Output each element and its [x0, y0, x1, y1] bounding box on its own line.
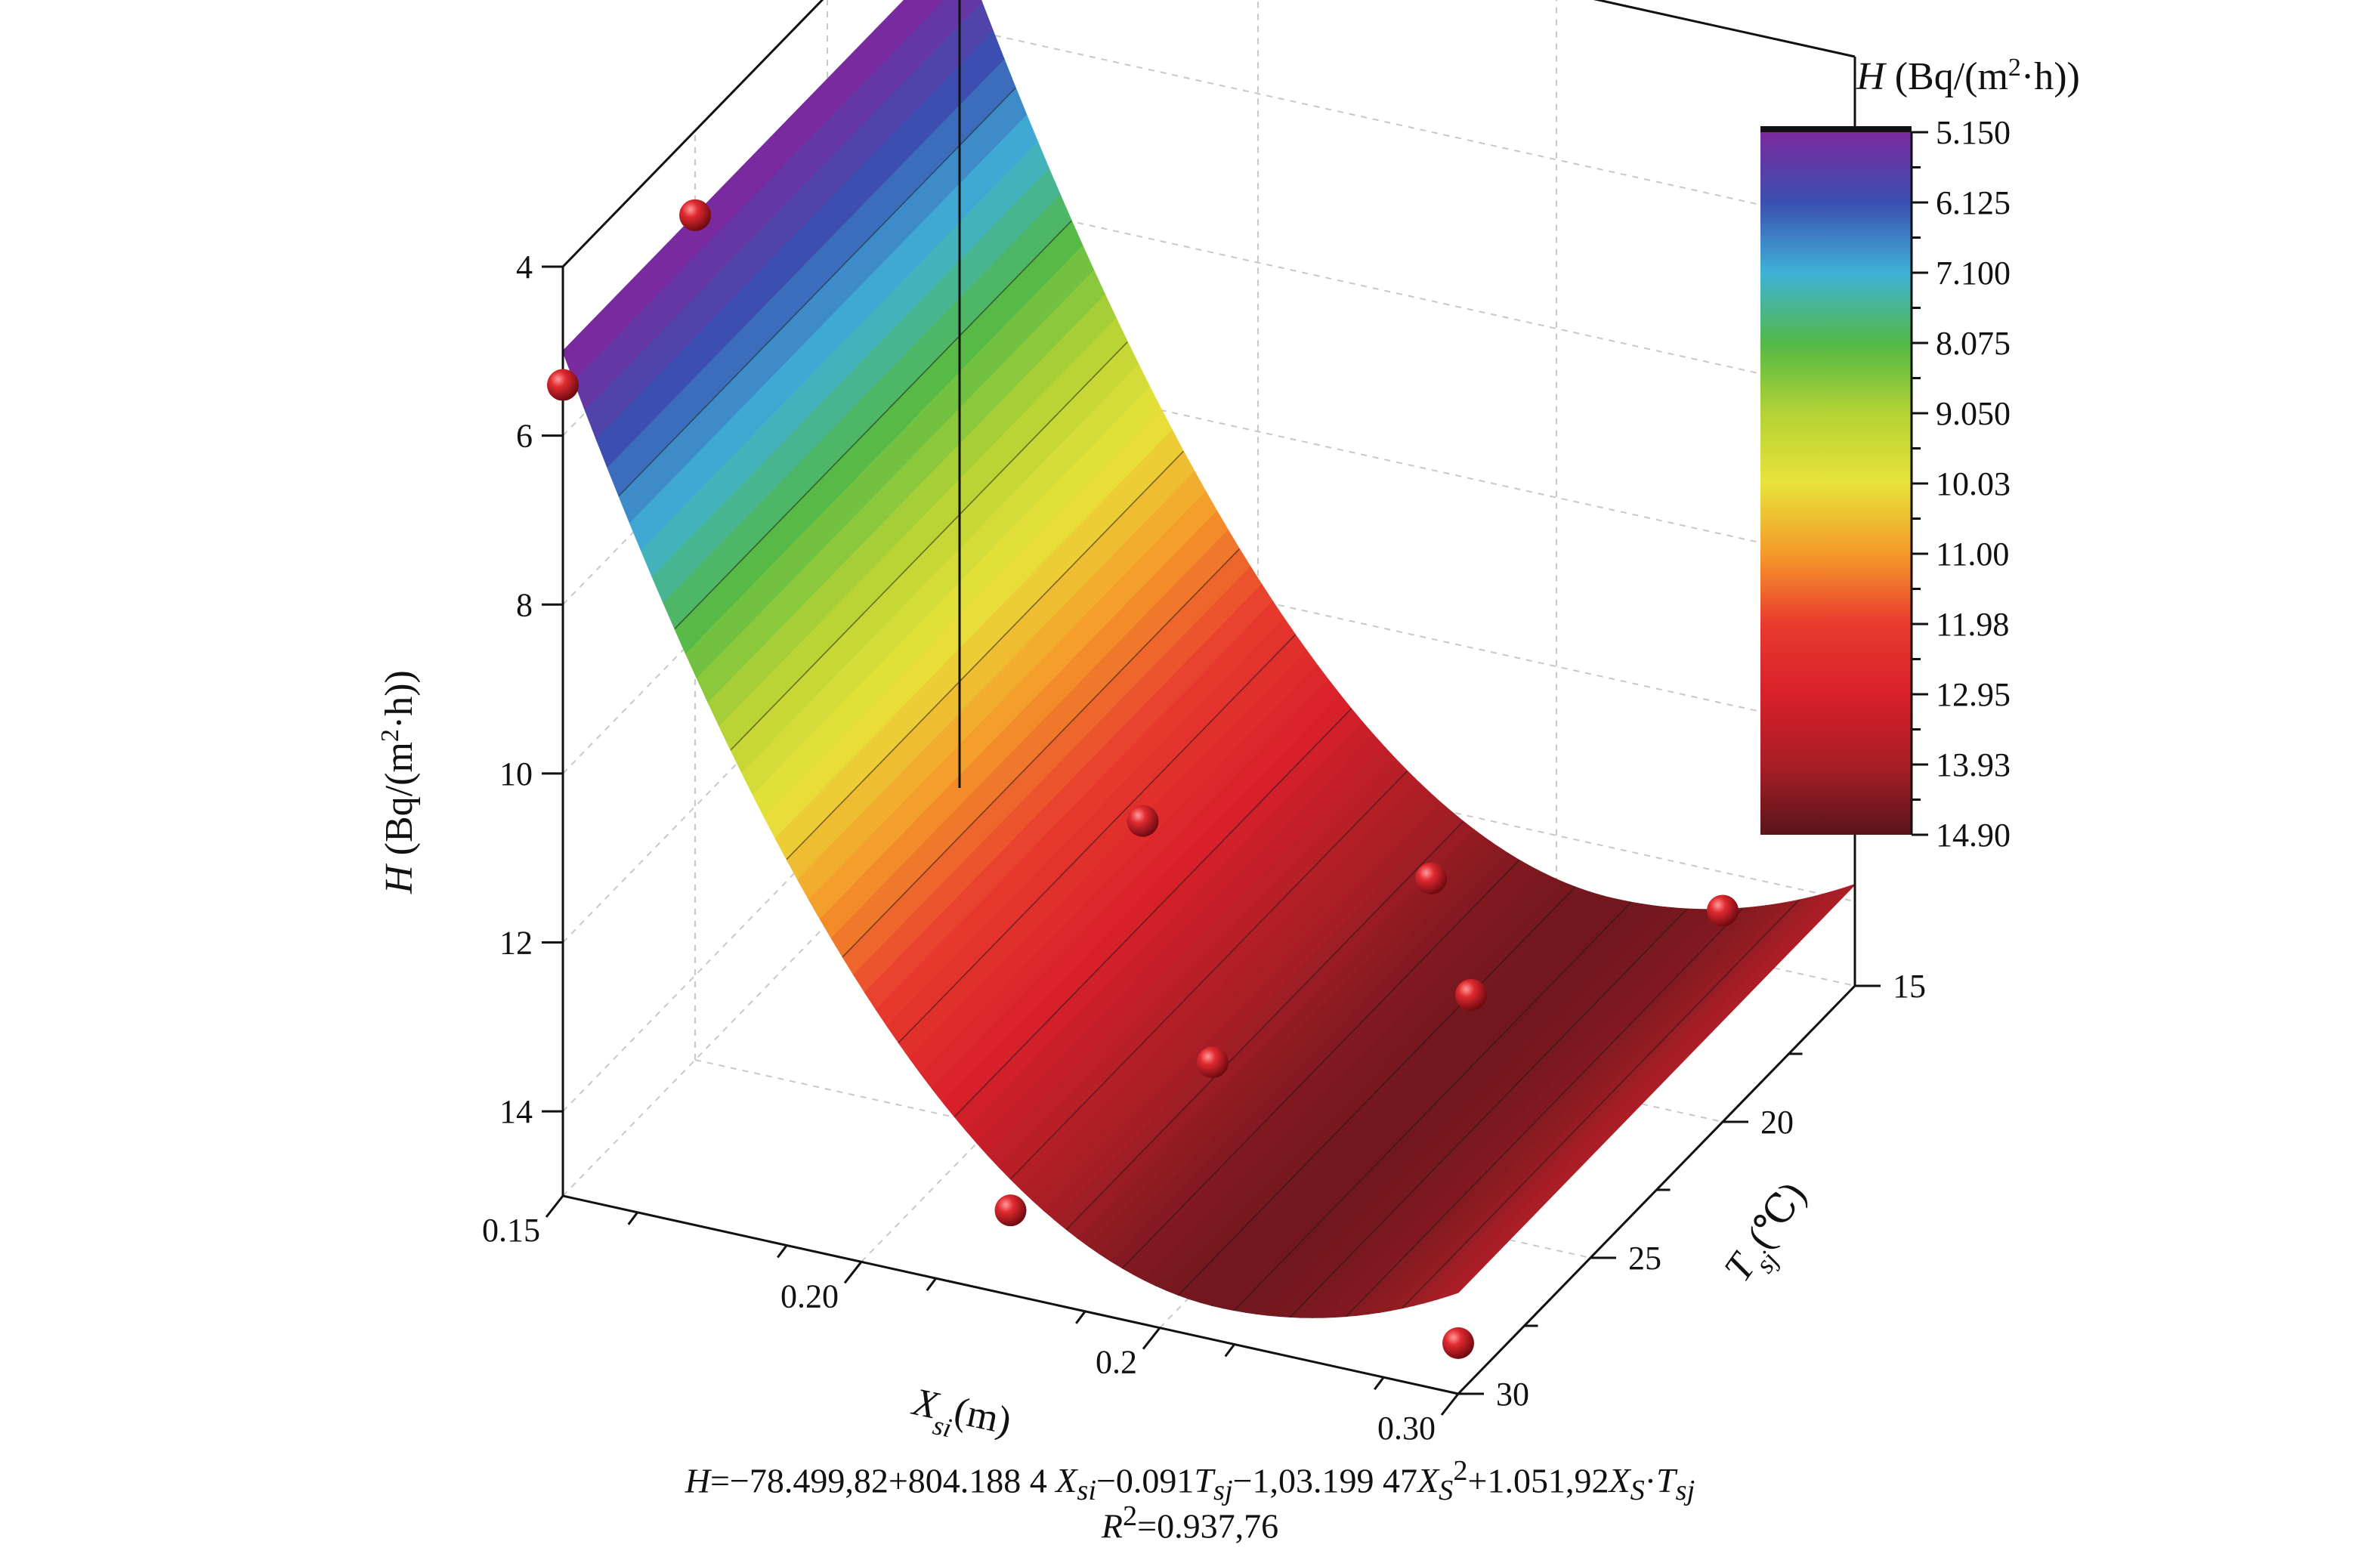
x-minor-tick — [1224, 1343, 1235, 1358]
gridline-z-back — [959, 26, 1856, 227]
gridline-z-back — [959, 364, 1856, 564]
axis-titles: H (Bq/(m2·h)) Xsi(m) Tsj(℃) — [376, 670, 1824, 1455]
r-squared: R2=0.937,76 — [1101, 1500, 1279, 1546]
surface-contour — [730, 341, 1128, 751]
z-axis-title: H (Bq/(m2·h)) — [376, 670, 422, 894]
axes: 4 6 8 10 12 14 0.15 0.20 0.2 0.30 15 20 25 30 — [482, 0, 1926, 1447]
data-point — [994, 1194, 1027, 1227]
x-minor-tick — [1374, 1376, 1385, 1391]
x-tick — [545, 1195, 564, 1218]
x-tick — [843, 1261, 863, 1284]
surface-contour — [674, 220, 1072, 629]
surface-contour — [786, 450, 1184, 860]
z-tick-label: 4 — [516, 249, 533, 286]
box-edge — [1593, 0, 1856, 58]
gridline-z-back — [959, 703, 1856, 903]
colorbar: 5.150 6.125 7.100 8.075 9.050 10.03 11.00 11.98… — [1760, 54, 2080, 854]
box-edge — [561, 0, 824, 268]
data-point — [1127, 805, 1159, 837]
surface-contour — [1234, 901, 1632, 1311]
t-axis-title: Tsj(℃) — [1716, 1174, 1824, 1296]
colorbar-tick-label: 11.00 — [1936, 536, 2009, 573]
data-point — [1442, 1327, 1474, 1359]
colorbar-tick-label: 10.03 — [1936, 465, 2011, 502]
data-point — [1415, 862, 1447, 894]
colorbar-tick-label: 5.150 — [1936, 114, 2011, 151]
surface-contour — [1402, 899, 1800, 1309]
colorbar-tick-label: 12.95 — [1936, 676, 2011, 713]
gridline-z-back — [959, 533, 1856, 734]
z-tick-label: 6 — [516, 418, 533, 455]
x-tick — [1142, 1327, 1161, 1350]
surface-contour — [898, 634, 1296, 1043]
colorbar-tick-label: 6.125 — [1936, 184, 2011, 221]
data-point — [547, 369, 579, 401]
z-tick-label: 14 — [499, 1093, 533, 1130]
z-tick-label: 10 — [499, 755, 533, 792]
surface-contour — [1290, 908, 1688, 1318]
z-tick-label: 8 — [516, 586, 533, 623]
data-point — [1455, 978, 1487, 1011]
colorbar-tick-label: 8.075 — [1936, 325, 2011, 362]
surface-contour — [1065, 820, 1464, 1230]
surface-contours — [618, 87, 1800, 1318]
colorbar-top-cap — [1760, 126, 1912, 132]
colorbar-tick-label: 13.93 — [1936, 746, 2011, 783]
x-axis-title: Xsi(m) — [905, 1380, 1015, 1455]
colorbar-tick-label: 14.90 — [1936, 817, 2011, 854]
surface-contour — [1346, 907, 1744, 1317]
data-point — [1707, 894, 1739, 927]
x-minor-tick — [777, 1244, 788, 1259]
x-tick-label: 0.2 — [1096, 1344, 1137, 1381]
surface-contour — [954, 708, 1352, 1117]
surface-contour — [1122, 860, 1520, 1269]
gridline-z-back — [959, 196, 1856, 396]
x-tick-label: 0.15 — [482, 1212, 540, 1249]
surface-contour — [618, 87, 1016, 496]
x-minor-tick — [1075, 1310, 1086, 1324]
colorbar-gradient — [1760, 132, 1912, 835]
t-tick-label: 15 — [1893, 968, 1926, 1005]
colorbar-title: H (Bq/(m2·h)) — [1856, 54, 2080, 99]
data-point — [1197, 1046, 1229, 1079]
t-tick-label: 30 — [1496, 1376, 1529, 1413]
gridline-z-back — [1595, 0, 1856, 57]
response-surface — [562, 0, 1856, 1318]
colorbar-tick-label: 9.050 — [1936, 395, 2011, 432]
x-tick-label: 0.20 — [780, 1277, 839, 1314]
colorbar-tick-label: 7.100 — [1936, 255, 2011, 292]
t-tick-label: 25 — [1628, 1240, 1661, 1277]
t-tick-label: 20 — [1760, 1104, 1794, 1141]
surface-contour — [1178, 886, 1576, 1296]
data-points — [547, 199, 1871, 1359]
surface-contour — [1009, 771, 1408, 1180]
x-tick-label: 0.30 — [1377, 1410, 1436, 1447]
surface-contour — [842, 548, 1240, 958]
x-minor-tick — [627, 1211, 638, 1225]
z-tick-label: 12 — [499, 925, 533, 962]
x-minor-tick — [926, 1277, 937, 1292]
regression-equation: H=−78.499,82+804.188 4 Xsi−0.091Tsj−1,03… — [685, 1455, 1695, 1507]
data-point — [679, 199, 711, 231]
x-tick — [1440, 1393, 1460, 1416]
box-edge — [562, 1194, 1459, 1395]
colorbar-tick-label: 11.98 — [1936, 606, 2009, 643]
